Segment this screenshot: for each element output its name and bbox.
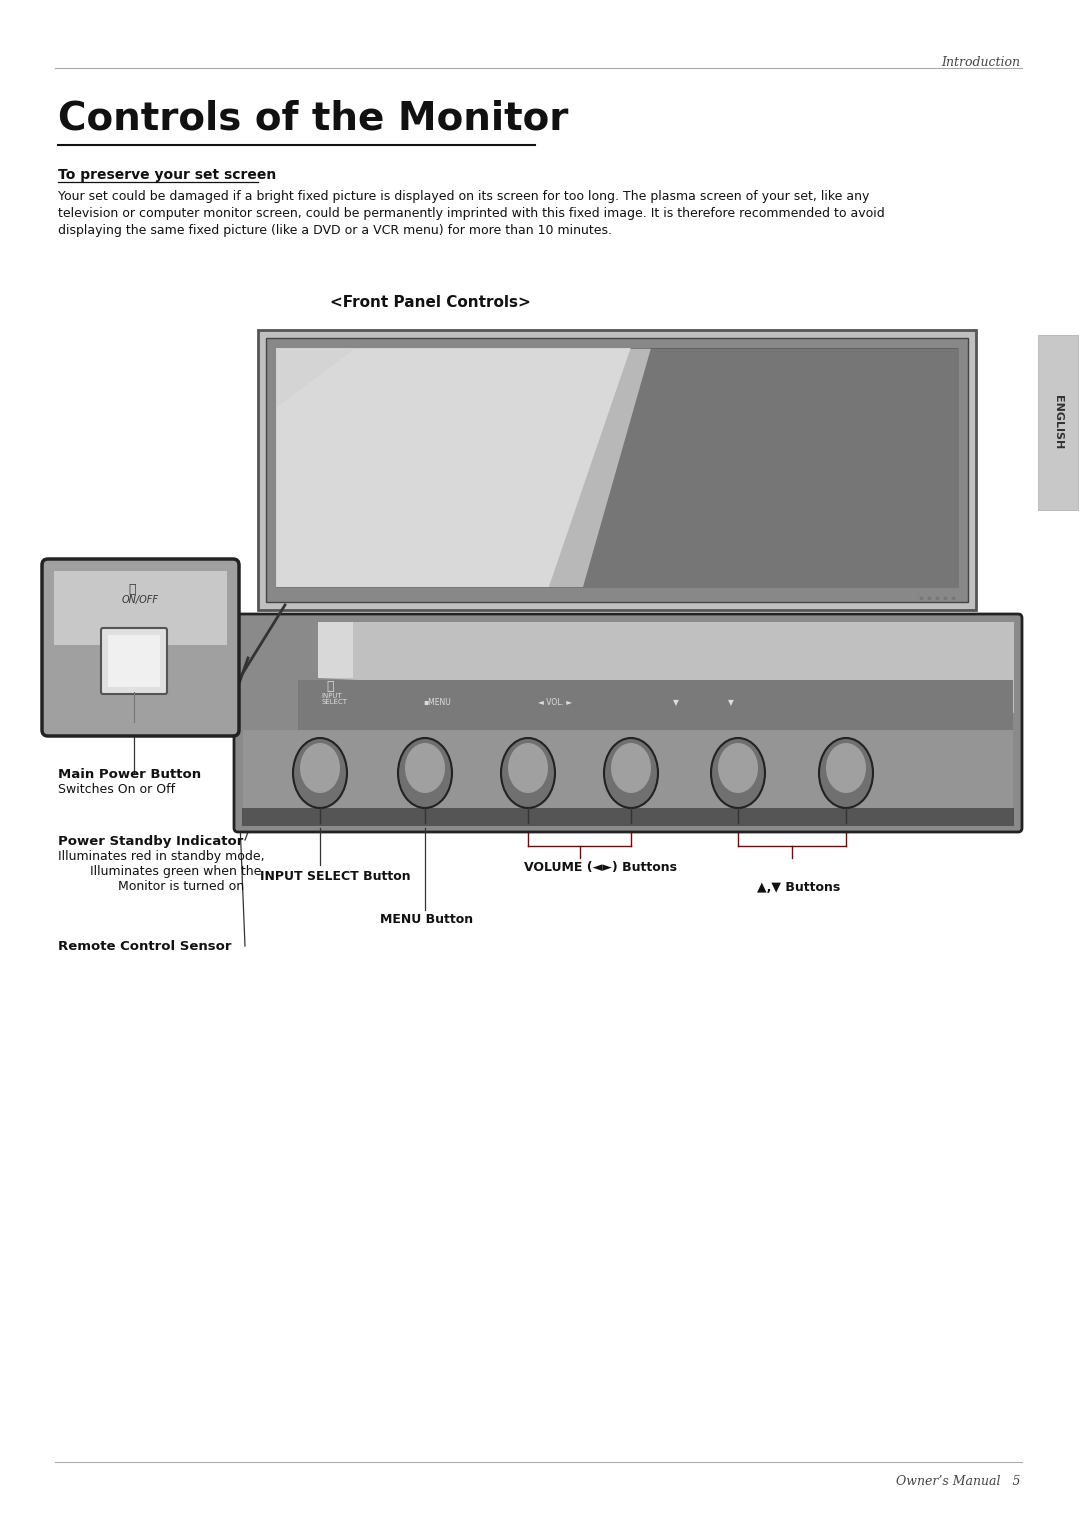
FancyBboxPatch shape: [42, 559, 239, 736]
FancyBboxPatch shape: [298, 680, 1013, 730]
Text: MENU Button: MENU Button: [380, 914, 473, 926]
Polygon shape: [583, 348, 958, 587]
Polygon shape: [276, 348, 356, 408]
Ellipse shape: [293, 738, 347, 808]
FancyBboxPatch shape: [242, 808, 1014, 827]
Text: displaying the same fixed picture (like a DVD or a VCR menu) for more than 10 mi: displaying the same fixed picture (like …: [58, 225, 612, 237]
Text: VOLUME (◄►) Buttons: VOLUME (◄►) Buttons: [525, 860, 677, 874]
FancyBboxPatch shape: [234, 614, 1022, 833]
Text: Switches On or Off: Switches On or Off: [58, 782, 175, 796]
Ellipse shape: [611, 743, 651, 793]
FancyBboxPatch shape: [276, 348, 958, 587]
Ellipse shape: [711, 738, 765, 808]
Text: ◄ VOL. ►: ◄ VOL. ►: [538, 698, 572, 707]
FancyBboxPatch shape: [108, 636, 160, 688]
Text: Main Power Button: Main Power Button: [58, 769, 201, 781]
FancyBboxPatch shape: [266, 338, 968, 602]
Ellipse shape: [300, 743, 340, 793]
Ellipse shape: [819, 738, 873, 808]
Text: ⌗: ⌗: [129, 584, 136, 596]
Polygon shape: [318, 622, 1014, 714]
FancyBboxPatch shape: [54, 571, 227, 645]
FancyBboxPatch shape: [102, 628, 167, 694]
Text: ON/OFF: ON/OFF: [122, 594, 159, 605]
Text: To preserve your set screen: To preserve your set screen: [58, 168, 276, 182]
Text: Your set could be damaged if a bright fixed picture is displayed on its screen f: Your set could be damaged if a bright fi…: [58, 189, 869, 203]
Text: ENGLISH: ENGLISH: [1053, 396, 1063, 449]
Text: INPUT SELECT Button: INPUT SELECT Button: [260, 869, 410, 883]
Ellipse shape: [405, 743, 445, 793]
Text: INPUT
SELECT: INPUT SELECT: [321, 694, 347, 706]
FancyBboxPatch shape: [258, 330, 976, 610]
Text: television or computer monitor screen, could be permanently imprinted with this : television or computer monitor screen, c…: [58, 206, 885, 220]
Text: ▼: ▼: [673, 698, 679, 707]
Ellipse shape: [399, 738, 453, 808]
Text: ▲,▼ Buttons: ▲,▼ Buttons: [757, 882, 840, 894]
Polygon shape: [318, 622, 353, 678]
Text: Illuminates green when the: Illuminates green when the: [90, 865, 261, 879]
Text: Controls of the Monitor: Controls of the Monitor: [58, 99, 568, 138]
Ellipse shape: [718, 743, 758, 793]
Text: Illuminates red in standby mode,: Illuminates red in standby mode,: [58, 850, 265, 863]
Text: Remote Control Sensor: Remote Control Sensor: [58, 940, 231, 953]
Ellipse shape: [508, 743, 548, 793]
Text: ▼: ▼: [728, 698, 734, 707]
Polygon shape: [276, 348, 631, 587]
Text: ⌗: ⌗: [326, 680, 334, 694]
Text: <Front Panel Controls>: <Front Panel Controls>: [329, 295, 530, 310]
Ellipse shape: [501, 738, 555, 808]
Text: Owner’s Manual   5: Owner’s Manual 5: [895, 1475, 1020, 1488]
Text: Introduction: Introduction: [941, 57, 1020, 69]
FancyBboxPatch shape: [243, 730, 1013, 824]
Ellipse shape: [604, 738, 658, 808]
Text: Monitor is turned on: Monitor is turned on: [118, 880, 244, 892]
Text: ▪MENU: ▪MENU: [423, 698, 450, 707]
FancyBboxPatch shape: [1038, 335, 1078, 510]
Text: Power Standby Indicator: Power Standby Indicator: [58, 834, 243, 848]
Ellipse shape: [826, 743, 866, 793]
